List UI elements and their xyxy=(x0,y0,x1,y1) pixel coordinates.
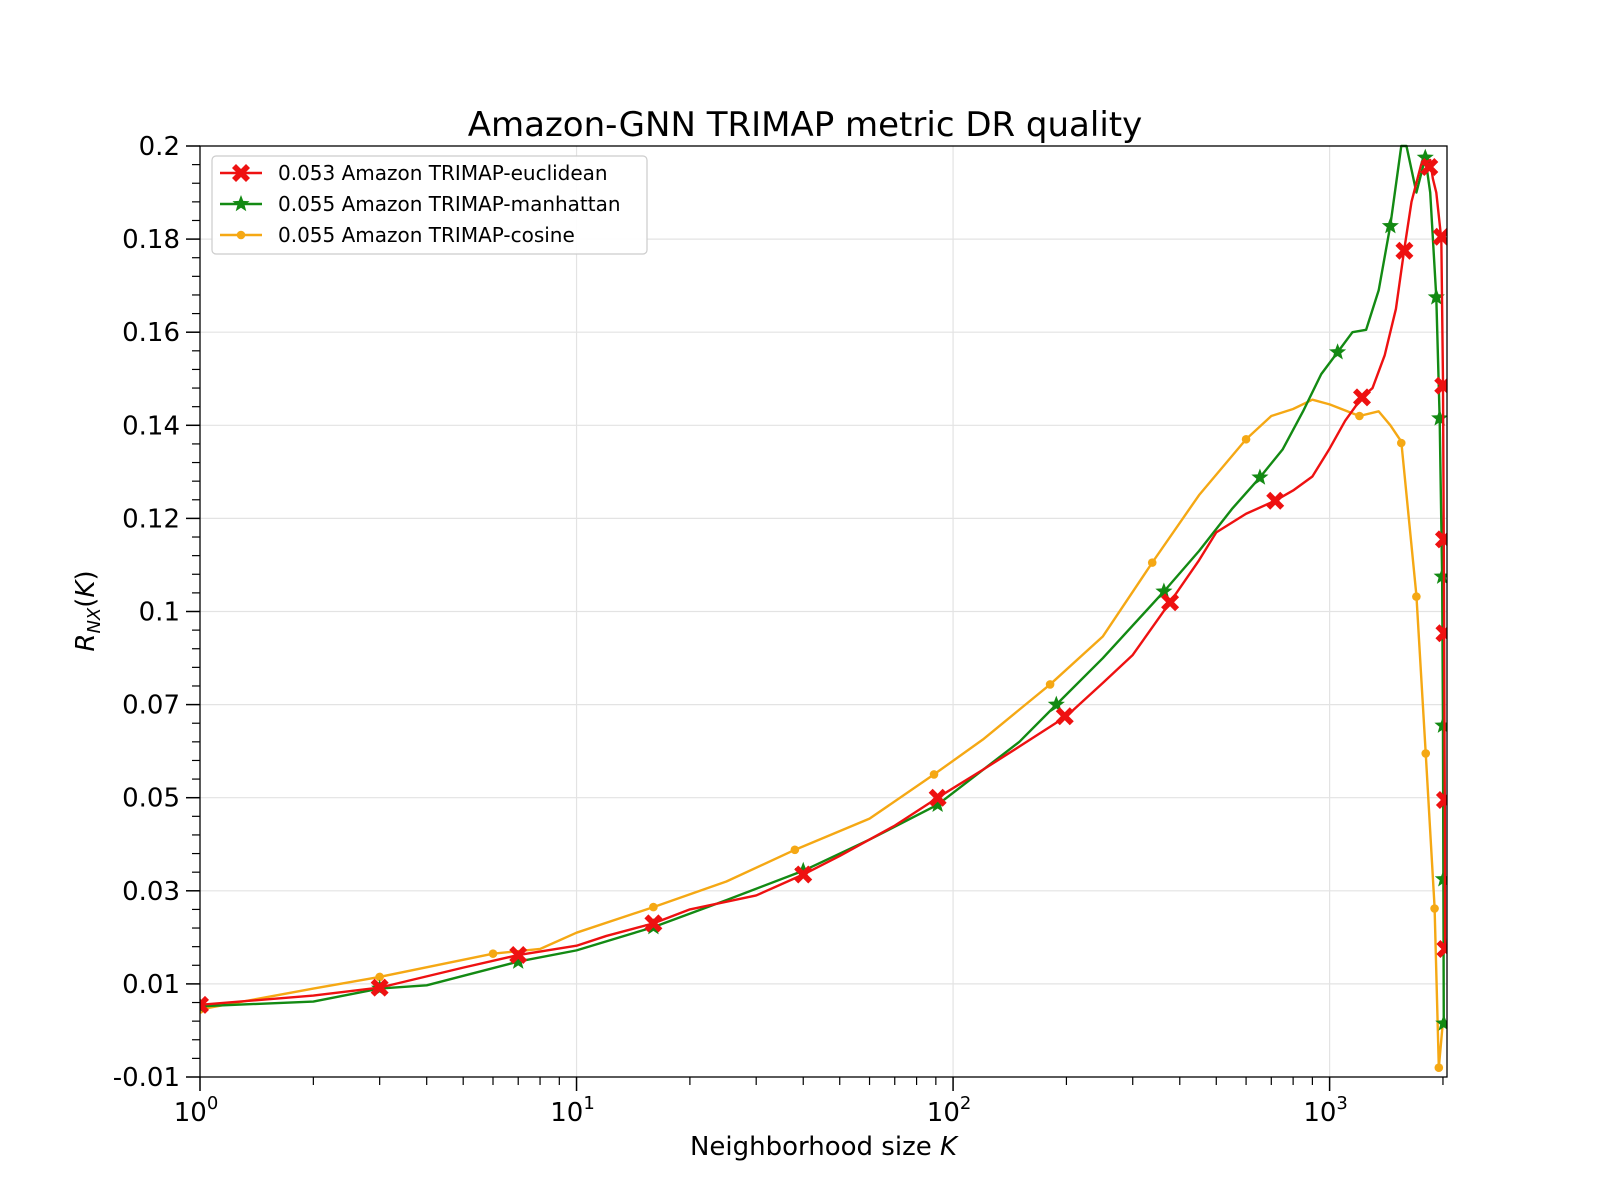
data-point-manhattan xyxy=(1155,582,1173,599)
legend-label: 0.055 Amazon TRIMAP-manhattan xyxy=(278,192,621,216)
data-point-euclidean xyxy=(370,978,389,997)
data-point-euclidean xyxy=(1432,227,1447,246)
y-tick-label: 0.14 xyxy=(122,411,180,441)
y-tick-label: 0.01 xyxy=(122,970,180,1000)
data-point-cosine xyxy=(649,902,658,912)
y-tick-label: 0.05 xyxy=(122,784,180,814)
data-point-euclidean xyxy=(200,995,209,1014)
axis-ticks: 100 101 102 103 -0.01 0.01 0.03 0.05 0.07 0.1 0.12… xyxy=(113,132,1444,1128)
y-axis-label: RNX(K) xyxy=(71,570,105,651)
data-point-manhattan xyxy=(1427,288,1445,305)
data-point-euclidean xyxy=(1436,939,1447,958)
series-layer xyxy=(200,144,1447,1072)
x-tick-label: 100 xyxy=(174,1093,219,1128)
data-point-cosine xyxy=(1241,434,1251,444)
data-point-cosine xyxy=(1396,438,1406,448)
legend-marker xyxy=(236,230,246,240)
legend-label: 0.055 Amazon TRIMAP-cosine xyxy=(278,223,575,247)
data-point-cosine xyxy=(1430,904,1439,913)
data-point-euclidean xyxy=(644,914,663,933)
data-point-cosine xyxy=(790,845,800,855)
legend: 0.053 Amazon TRIMAP-euclidean 0.055 Amazo… xyxy=(211,155,648,255)
y-tick-label: 0.03 xyxy=(122,877,180,907)
y-axis-label-text: RNX(K) xyxy=(71,570,105,651)
legend-marker xyxy=(232,195,250,212)
chart-title: Amazon-GNN TRIMAP metric DR quality xyxy=(468,105,1143,145)
series-line-manhattan xyxy=(200,144,1445,1024)
series-euclidean xyxy=(200,157,1447,1014)
data-point-manhattan xyxy=(794,861,812,879)
data-point-euclidean xyxy=(1434,530,1447,549)
x-axis-label: Neighborhood size K xyxy=(690,1132,959,1162)
data-point-manhattan xyxy=(1047,695,1065,712)
data-point-cosine xyxy=(1434,1063,1444,1072)
data-point-manhattan xyxy=(1251,468,1269,485)
data-point-cosine xyxy=(1147,558,1157,567)
x-tick-label: 103 xyxy=(1303,1093,1348,1128)
series-manhattan xyxy=(200,144,1447,1031)
data-point-manhattan xyxy=(929,795,947,812)
data-point-cosine xyxy=(929,770,939,779)
data-point-cosine xyxy=(488,949,498,958)
data-point-euclidean xyxy=(1161,593,1180,612)
x-tick-label: 102 xyxy=(927,1093,972,1128)
legend-box xyxy=(211,155,648,255)
grid xyxy=(200,146,1447,1077)
data-point-euclidean xyxy=(1435,791,1447,810)
data-point-euclidean xyxy=(928,788,947,807)
y-tick-label: 0.07 xyxy=(122,691,180,721)
y-tick-label: 0.16 xyxy=(122,318,180,348)
data-point-cosine xyxy=(1421,749,1431,758)
legend-label: 0.053 Amazon TRIMAP-euclidean xyxy=(278,161,608,185)
y-tick-label: 0.2 xyxy=(139,132,180,162)
data-point-euclidean xyxy=(1055,707,1074,726)
data-point-manhattan xyxy=(1381,217,1399,234)
data-point-cosine xyxy=(375,972,384,982)
series-line-euclidean xyxy=(200,158,1447,1007)
data-point-manhattan xyxy=(1416,148,1434,165)
data-point-manhattan xyxy=(1329,343,1347,360)
data-point-cosine xyxy=(1412,592,1421,601)
data-point-cosine xyxy=(1045,680,1055,689)
x-axis-label-text: Neighborhood size K xyxy=(690,1132,959,1162)
series-line-cosine xyxy=(200,398,1445,1069)
data-point-euclidean xyxy=(794,865,813,884)
data-point-euclidean xyxy=(1434,376,1447,395)
y-tick-label: 0.12 xyxy=(122,504,180,534)
data-point-euclidean xyxy=(1435,624,1447,643)
x-tick-label: 101 xyxy=(550,1093,595,1128)
data-point-cosine xyxy=(1355,411,1364,421)
data-point-euclidean xyxy=(1266,491,1285,510)
y-tick-label: -0.01 xyxy=(113,1063,180,1093)
data-point-euclidean xyxy=(509,946,528,965)
data-point-euclidean xyxy=(1352,388,1371,407)
data-point-manhattan xyxy=(1435,1014,1447,1031)
data-point-euclidean xyxy=(1395,241,1414,260)
data-point-euclidean xyxy=(1420,157,1439,176)
y-tick-label: 0.1 xyxy=(139,598,180,628)
legend-marker xyxy=(232,164,250,182)
series-cosine xyxy=(200,398,1445,1072)
y-tick-label: 0.18 xyxy=(122,225,180,255)
data-point-manhattan xyxy=(509,952,527,969)
